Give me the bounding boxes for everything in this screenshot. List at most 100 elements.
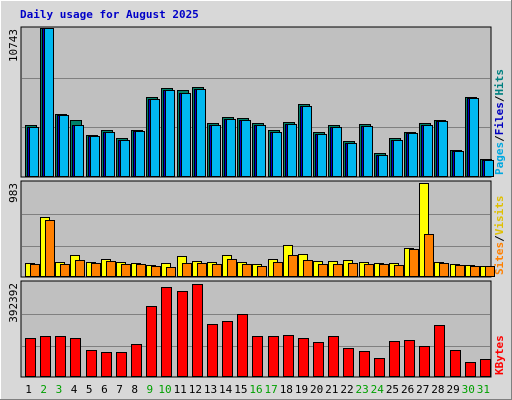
panel-kbytes-ymax-label: 392392 [7,283,20,323]
bar-kbytes-day-3 [55,336,66,377]
bar-kbytes-day-21 [328,336,339,377]
bar-kbytes-day-11 [177,291,188,377]
bar-pages-day-15 [241,120,251,177]
x-tick-day-29: 29 [446,383,459,396]
bar-pages-day-21 [332,127,342,177]
bar-sites-day-28 [439,263,449,277]
x-tick-day-12: 12 [189,383,202,396]
bar-kbytes-day-7 [116,352,127,377]
bar-sites-day-21 [333,264,343,277]
bar-kbytes-day-12 [192,284,203,377]
bar-sites-day-27 [424,234,434,277]
side-legend-separator: / [493,135,506,142]
bar-pages-day-6 [105,132,115,177]
bar-kbytes-day-10 [161,287,172,377]
bar-pages-day-18 [287,124,297,177]
bar-pages-day-23 [363,126,373,177]
bar-kbytes-day-13 [207,324,218,377]
chart-title: Daily usage for August 2025 [20,8,199,21]
x-tick-day-16: 16 [249,383,262,396]
x-tick-day-25: 25 [386,383,399,396]
x-tick-day-10: 10 [158,383,171,396]
bar-sites-day-29 [455,265,465,277]
bar-pages-day-13 [211,125,221,177]
bar-pages-day-7 [120,140,130,177]
bar-kbytes-day-9 [146,306,157,377]
side-legend-separator: / [493,95,506,102]
x-tick-day-26: 26 [401,383,414,396]
bar-pages-day-10 [165,90,175,177]
bar-sites-day-10 [166,267,176,277]
side-legend-files: Files [493,102,506,135]
bar-kbytes-day-27 [419,346,430,377]
panel-traffic-side-legend: Pages/Files/Hits [493,69,506,175]
x-tick-day-7: 7 [116,383,123,396]
x-tick-day-19: 19 [295,383,308,396]
bar-kbytes-day-25 [389,341,400,377]
bar-pages-day-30 [469,98,479,177]
bar-sites-day-22 [348,263,358,277]
bar-sites-day-23 [364,264,374,277]
panel-visits: 983 Sites/Visits [7,180,506,278]
bar-pages-day-26 [408,133,418,177]
bar-pages-day-24 [378,155,388,177]
bar-sites-day-12 [197,263,207,277]
x-tick-day-1: 1 [25,383,32,396]
bar-kbytes-day-26 [404,340,415,377]
side-legend-kbytes: KBytes [493,335,506,375]
bar-kbytes-day-19 [298,338,309,377]
x-tick-day-23: 23 [356,383,369,396]
bar-kbytes-day-31 [480,359,491,377]
bar-pages-day-14 [226,119,236,177]
bar-sites-day-2 [45,220,55,277]
bar-pages-day-29 [454,151,464,177]
bar-kbytes-day-16 [252,336,263,377]
bar-kbytes-day-2 [40,336,51,377]
bar-sites-day-17 [273,262,283,277]
bar-kbytes-day-24 [374,358,385,377]
x-tick-day-6: 6 [101,383,108,396]
bar-sites-day-25 [394,265,404,277]
bar-kbytes-day-23 [359,351,370,377]
bar-kbytes-day-1 [25,338,36,377]
x-tick-day-3: 3 [56,383,63,396]
x-tick-day-24: 24 [371,383,385,396]
bar-sites-day-18 [288,255,298,277]
bar-sites-day-16 [257,266,267,277]
x-tick-day-18: 18 [280,383,293,396]
panel-visits-side-legend: Sites/Visits [493,196,506,276]
bar-pages-day-22 [347,143,357,177]
bar-pages-day-28 [438,121,448,177]
bar-pages-day-11 [181,93,191,177]
bar-pages-day-5 [90,136,100,177]
bar-pages-day-2 [44,28,54,177]
bar-sites-day-14 [227,259,237,277]
panel-kbytes: 392392 KBytes [7,280,506,378]
x-tick-day-2: 2 [40,383,47,396]
x-tick-day-17: 17 [265,383,278,396]
bar-sites-day-19 [303,260,313,277]
bar-kbytes-day-17 [268,336,279,377]
bar-pages-day-25 [393,140,403,177]
bar-sites-day-24 [379,264,389,277]
bar-kbytes-day-5 [86,350,97,377]
bar-pages-day-3 [59,115,69,177]
bar-kbytes-day-29 [450,350,461,377]
x-tick-day-28: 28 [431,383,444,396]
bar-kbytes-day-15 [237,314,248,377]
bar-kbytes-day-4 [70,338,81,377]
bar-pages-day-8 [135,131,145,177]
bar-sites-day-5 [91,263,101,277]
bar-sites-day-11 [182,263,192,277]
x-tick-day-21: 21 [325,383,338,396]
bar-pages-day-9 [150,99,160,177]
x-tick-day-13: 13 [204,383,217,396]
bar-pages-day-12 [196,89,206,177]
bar-pages-day-1 [29,127,39,177]
bar-sites-day-26 [409,249,419,277]
side-legend-sites: Sites [493,242,506,275]
bar-pages-day-27 [423,125,433,177]
